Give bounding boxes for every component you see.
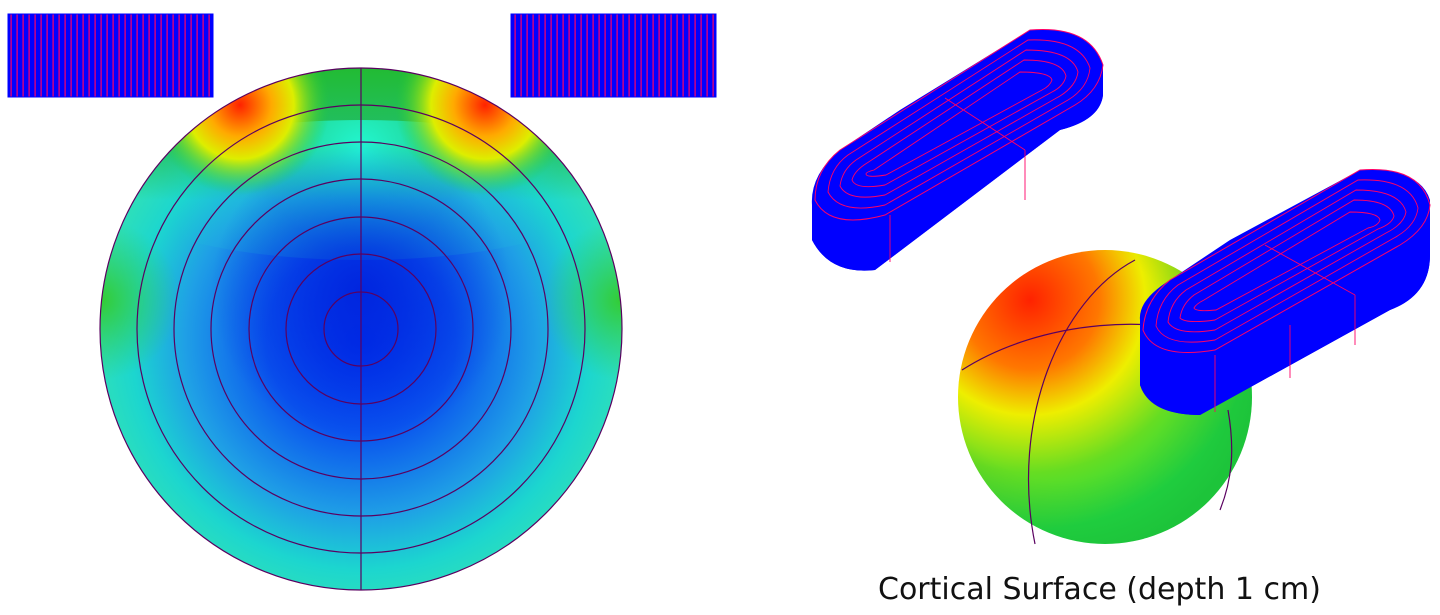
field-cross-section [99,67,623,591]
coil-3d-lower [1139,168,1431,415]
depth-contour-rings [99,67,623,591]
coil-3d-upper [811,28,1104,271]
figure-caption: Cortical Surface (depth 1 cm) [878,572,1321,607]
coil-cross-section-left [7,13,214,98]
coil-cross-section-right [510,13,717,98]
